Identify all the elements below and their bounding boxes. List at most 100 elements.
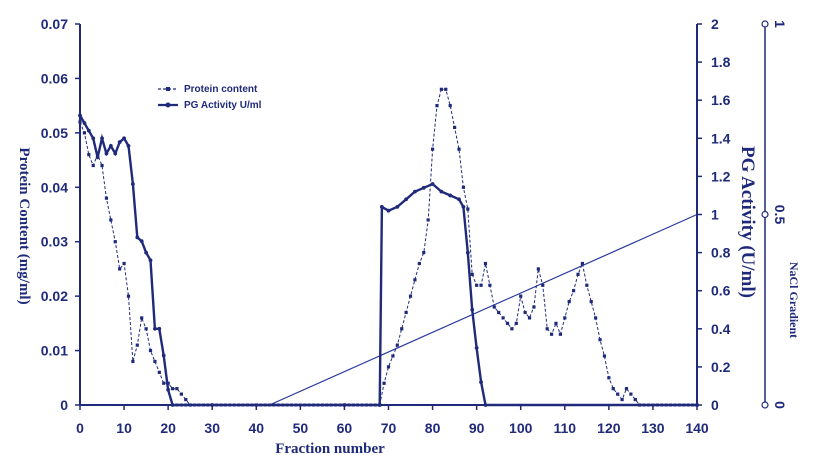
protein-point: [439, 87, 443, 91]
pg-activity-point: [86, 128, 91, 133]
pg-activity-point: [430, 182, 435, 186]
x-tick-label: 90: [469, 420, 485, 436]
pg-activity-point: [474, 345, 479, 350]
protein-point: [488, 283, 492, 287]
pg-activity-point: [82, 121, 87, 125]
y-right2-tick-mark: [761, 401, 769, 409]
pg-activity-point: [379, 204, 384, 209]
protein-point: [479, 283, 483, 287]
protein-point: [135, 343, 139, 347]
protein-point: [475, 283, 479, 287]
protein-point: [611, 387, 615, 391]
y-right2-axis-title: NaCl Gradient: [787, 262, 801, 338]
y-left-tick-label: 0.04: [41, 179, 68, 195]
y-left-tick-label: 0.01: [41, 343, 68, 359]
protein-point: [457, 147, 461, 151]
y-left-tick-label: 0.07: [41, 16, 68, 32]
y-right2-tick-mark: [761, 20, 769, 28]
x-tick-label: 50: [293, 420, 309, 436]
protein-point: [620, 397, 624, 402]
protein-point: [175, 387, 179, 391]
y-right2-tick-label: 0.5: [772, 205, 788, 225]
y-left-tick-label: 0.02: [41, 288, 68, 304]
protein-point: [100, 163, 104, 168]
pg-activity-point: [448, 193, 453, 198]
x-tick-label: 140: [685, 420, 709, 436]
y-right-tick-label: 0.4: [711, 321, 731, 337]
pg-activity-point: [439, 189, 444, 194]
protein-point: [430, 147, 435, 151]
protein-point: [426, 218, 430, 222]
x-tick-label: 10: [116, 420, 132, 436]
legend-pg-label: PG Activity U/ml: [184, 100, 262, 111]
protein-point: [122, 261, 126, 266]
pg-activity-point: [135, 235, 140, 240]
x-tick-label: 70: [381, 420, 397, 436]
y-right2-tick-label: 1: [772, 20, 788, 28]
protein-point: [576, 272, 580, 276]
protein-point: [554, 321, 558, 325]
x-tick-label: 20: [160, 420, 176, 436]
protein-point: [170, 387, 175, 391]
protein-point: [492, 305, 496, 309]
pg-activity-point: [386, 208, 391, 213]
axes-layer: 0 10 20 30 40 50 60 70 80 90 100 110 120 130 14000.010…: [41, 16, 788, 436]
protein-point: [519, 294, 523, 298]
x-tick-label: 100: [509, 420, 533, 436]
protein-point: [527, 316, 532, 320]
protein-point: [91, 163, 95, 168]
protein-point: [453, 125, 457, 130]
protein-point: [466, 207, 470, 211]
protein-point: [400, 327, 404, 331]
protein-point: [483, 261, 488, 266]
protein-point: [413, 278, 417, 282]
protein-point: [572, 289, 576, 293]
protein-point: [126, 294, 131, 298]
pg-activity-point: [126, 144, 131, 148]
protein-point: [162, 381, 166, 385]
pg-activity-point: [470, 307, 475, 312]
protein-point: [505, 321, 510, 325]
y-left-tick-label: 0.03: [41, 234, 68, 250]
pg-activity-point: [457, 197, 461, 202]
pg-activity-point: [413, 189, 417, 194]
pg-activity-point: [144, 250, 149, 255]
pg-activity-point: [395, 204, 400, 209]
protein-point: [567, 299, 571, 304]
protein-point: [594, 316, 598, 320]
protein-point: [82, 131, 87, 135]
protein-point: [461, 185, 466, 189]
protein-point: [184, 397, 188, 402]
pg-activity-point: [122, 136, 126, 141]
x-tick-label: 110: [553, 420, 576, 436]
protein-point: [113, 240, 117, 244]
protein-point: [607, 376, 611, 380]
protein-point: [558, 332, 562, 336]
y-right-tick-label: 1: [711, 207, 719, 223]
pg-activity-point: [104, 151, 109, 156]
pg-activity-point: [153, 326, 157, 331]
protein-point: [109, 218, 113, 222]
protein-point: [510, 327, 514, 331]
x-tick-label: 40: [248, 420, 264, 436]
x-tick-label: 130: [641, 420, 665, 436]
x-tick-label: 30: [204, 420, 220, 436]
y-right-tick-label: 1.2: [711, 168, 731, 184]
pg-activity-point: [130, 182, 135, 186]
protein-point: [545, 327, 549, 331]
y-right-tick-label: 0.2: [711, 359, 731, 375]
pg-activity-point: [139, 239, 144, 244]
series-layer: [78, 87, 699, 407]
x-axis-title: Fraction number: [275, 441, 385, 455]
pg-activity-point: [421, 185, 426, 190]
protein-point: [391, 354, 395, 358]
pg-activity-point: [117, 140, 122, 145]
y-right-axis-title: PG Activity (U/ml): [737, 146, 758, 298]
protein-point: [386, 365, 391, 369]
y-left-tick-label: 0: [60, 397, 68, 413]
protein-point: [549, 332, 554, 336]
protein-point: [179, 392, 183, 396]
x-tick-label: 60: [337, 420, 353, 436]
protein-point: [417, 261, 421, 266]
